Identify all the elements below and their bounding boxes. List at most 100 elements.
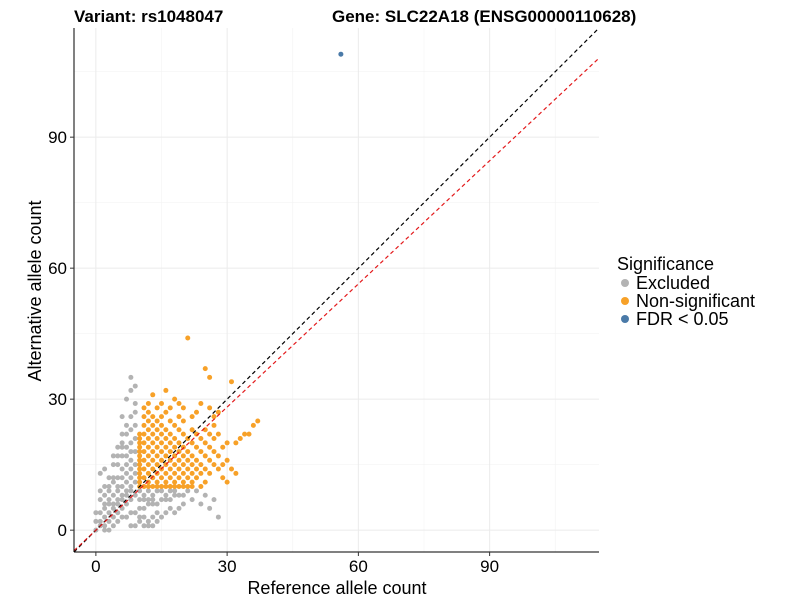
point-excluded xyxy=(150,497,156,503)
point-excluded xyxy=(97,518,103,524)
point-excluded xyxy=(128,427,134,433)
point-excluded xyxy=(176,492,182,498)
point-non-significant xyxy=(159,414,164,420)
point-excluded xyxy=(124,422,129,428)
point-non-significant xyxy=(145,427,151,433)
point-non-significant xyxy=(154,484,160,489)
point-excluded xyxy=(119,514,125,520)
point-excluded xyxy=(128,523,134,529)
point-excluded xyxy=(132,510,138,516)
point-excluded xyxy=(106,518,112,524)
point-non-significant xyxy=(150,422,156,428)
point-non-significant xyxy=(154,405,160,411)
point-excluded xyxy=(110,523,116,529)
point-non-significant xyxy=(194,466,199,472)
point-non-significant xyxy=(224,440,230,446)
point-excluded xyxy=(102,492,108,498)
x-tick-label: 0 xyxy=(91,557,100,576)
legend-label-1: Non-significant xyxy=(636,291,755,311)
point-excluded xyxy=(93,510,99,516)
point-non-significant xyxy=(167,405,173,411)
point-excluded xyxy=(154,501,160,507)
point-excluded xyxy=(102,527,108,533)
reference-line-0 xyxy=(74,28,599,552)
point-non-significant xyxy=(150,449,156,455)
point-non-significant xyxy=(163,484,169,489)
point-non-significant xyxy=(250,422,256,428)
point-excluded xyxy=(119,431,125,437)
point-non-significant xyxy=(207,457,213,463)
point-excluded xyxy=(115,484,121,489)
point-excluded xyxy=(110,479,116,485)
point-excluded xyxy=(145,501,151,507)
point-non-significant xyxy=(145,409,151,415)
point-excluded xyxy=(110,492,116,498)
grid-lines xyxy=(74,28,599,552)
point-non-significant xyxy=(202,479,208,485)
point-excluded xyxy=(145,523,151,529)
y-axis-title: Alternative allele count xyxy=(25,200,45,381)
point-excluded xyxy=(128,414,134,420)
point-non-significant xyxy=(172,422,178,428)
point-non-significant xyxy=(180,431,186,437)
point-non-significant xyxy=(163,387,169,393)
point-excluded xyxy=(115,518,121,524)
point-excluded xyxy=(145,488,151,494)
point-excluded xyxy=(137,497,143,503)
point-excluded xyxy=(124,470,129,476)
point-non-significant xyxy=(189,462,195,468)
point-non-significant xyxy=(180,484,186,489)
point-excluded xyxy=(207,505,213,511)
point-excluded xyxy=(106,475,112,481)
point-non-significant xyxy=(137,457,143,463)
point-non-significant xyxy=(180,470,186,476)
point-excluded xyxy=(128,387,134,393)
point-non-significant xyxy=(207,431,213,437)
point-excluded xyxy=(124,462,129,468)
point-non-significant xyxy=(141,475,147,481)
point-non-significant xyxy=(145,418,151,424)
y-tick-label: 30 xyxy=(48,390,67,409)
point-excluded xyxy=(128,374,134,380)
point-excluded xyxy=(137,514,143,520)
point-non-significant xyxy=(224,457,230,463)
point-non-significant xyxy=(154,435,160,441)
point-non-significant xyxy=(141,440,147,446)
point-excluded xyxy=(110,462,116,468)
point-excluded xyxy=(150,514,156,520)
point-excluded xyxy=(119,453,125,459)
point-non-significant xyxy=(242,431,248,437)
point-non-significant xyxy=(220,444,226,450)
point-excluded xyxy=(167,497,173,503)
point-excluded xyxy=(102,484,108,489)
point-non-significant xyxy=(163,435,169,441)
point-non-significant xyxy=(137,462,143,468)
point-non-significant xyxy=(211,435,217,441)
point-non-significant xyxy=(185,484,191,489)
point-non-significant xyxy=(176,401,182,407)
x-tick-label: 90 xyxy=(480,557,499,576)
point-non-significant xyxy=(137,453,143,459)
point-non-significant xyxy=(180,405,186,411)
point-non-significant xyxy=(154,479,160,485)
point-non-significant xyxy=(189,453,195,459)
point-non-significant xyxy=(145,470,151,476)
point-excluded xyxy=(106,488,112,494)
point-excluded xyxy=(137,488,143,494)
point-excluded xyxy=(176,505,182,511)
point-non-significant xyxy=(202,466,208,472)
point-non-significant xyxy=(154,453,160,459)
point-excluded xyxy=(132,422,138,428)
point-excluded xyxy=(119,414,125,420)
point-non-significant xyxy=(163,453,169,459)
point-excluded xyxy=(167,488,173,494)
point-excluded xyxy=(141,514,147,520)
point-excluded xyxy=(110,514,116,520)
point-excluded xyxy=(132,383,138,389)
point-excluded xyxy=(128,510,134,516)
point-non-significant xyxy=(154,418,160,424)
point-non-significant xyxy=(198,462,204,468)
point-non-significant xyxy=(167,475,173,481)
point-excluded xyxy=(102,514,108,520)
